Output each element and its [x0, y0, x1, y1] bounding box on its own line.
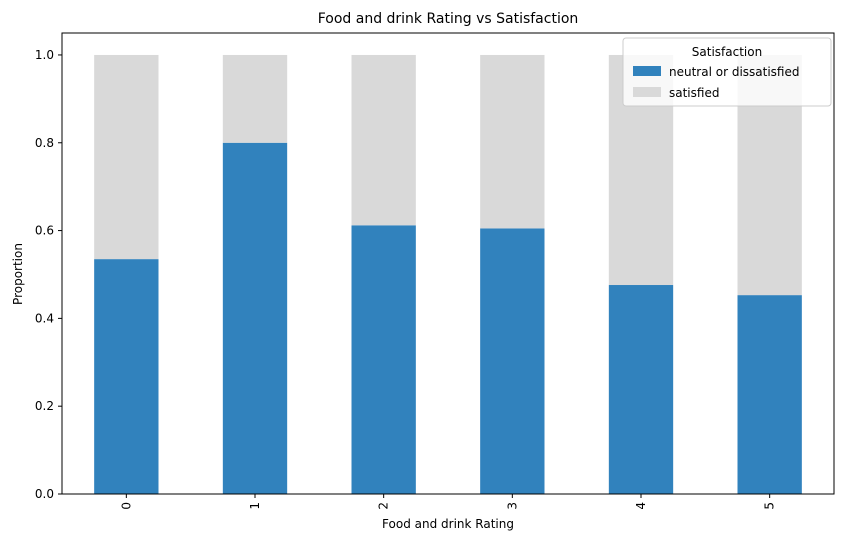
- bar-0-5: [737, 295, 802, 494]
- bar-0-4: [608, 285, 674, 494]
- y-tick-label-2: 0.4: [35, 311, 54, 325]
- x-tick-label-5: 5: [763, 502, 777, 510]
- bars-group: [94, 54, 802, 494]
- y-tick-label-4: 0.8: [35, 136, 54, 150]
- y-axis-label: Proportion: [11, 243, 25, 305]
- legend-title: Satisfaction: [692, 45, 762, 59]
- y-tick-label-3: 0.6: [35, 224, 54, 238]
- plot-frame: [61, 32, 835, 495]
- bar-1-2: [351, 54, 416, 226]
- x-axis-label: Food and drink Rating: [382, 517, 514, 531]
- x-tick-label-1: 1: [248, 502, 262, 510]
- x-tick-label-4: 4: [634, 502, 648, 510]
- legend-frame: [622, 37, 832, 107]
- legend-label-1: satisfied: [669, 86, 719, 100]
- x-tick-label-3: 3: [505, 502, 519, 510]
- y-tick-label-0: 0.0: [35, 487, 54, 501]
- legend-swatch-0: [633, 66, 661, 76]
- y-tick-label-5: 1.0: [35, 48, 54, 62]
- axes-group: 0.0 0.2 0.4 0.6 0.8 1.0 0 1 2 3 4 5: [35, 32, 835, 510]
- y-tick-label-1: 0.2: [35, 399, 54, 413]
- bar-0-2: [351, 225, 416, 494]
- x-tick-label-0: 0: [119, 502, 133, 510]
- chart-title: Food and drink Rating vs Satisfaction: [318, 11, 579, 27]
- bar-0-3: [480, 228, 545, 494]
- legend-swatch-1: [633, 87, 661, 97]
- bar-0-1: [222, 142, 288, 494]
- bar-0-0: [94, 259, 159, 494]
- bar-1-3: [480, 54, 545, 229]
- legend-label-0: neutral or dissatisfied: [669, 65, 799, 79]
- bar-1-1: [222, 54, 288, 143]
- legend: Satisfaction neutral or dissatisfied sat…: [622, 37, 832, 107]
- bar-1-0: [94, 54, 159, 260]
- x-tick-label-2: 2: [377, 502, 391, 510]
